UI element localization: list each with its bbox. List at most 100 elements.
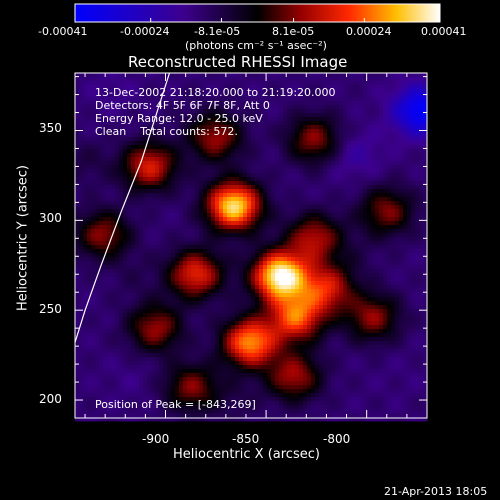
heatmap-cell <box>227 141 232 146</box>
heatmap-cell <box>407 149 412 154</box>
heatmap-cell <box>95 249 100 254</box>
heatmap-cell <box>239 241 244 246</box>
heatmap-cell <box>111 225 116 230</box>
heatmap-cell <box>243 117 248 122</box>
heatmap-cell <box>119 253 124 258</box>
heatmap-cell <box>379 85 384 90</box>
heatmap-cell <box>207 145 212 150</box>
heatmap-cell <box>215 233 220 238</box>
heatmap-cell <box>419 149 424 154</box>
heatmap-cell <box>283 289 288 294</box>
heatmap-cell <box>315 245 320 250</box>
heatmap-cell <box>399 241 404 246</box>
heatmap-cell <box>263 253 268 258</box>
heatmap-cell <box>315 273 320 278</box>
heatmap-cell <box>299 93 304 98</box>
heatmap-cell <box>223 101 228 106</box>
heatmap-cell <box>99 81 104 86</box>
heatmap-cell <box>423 157 428 162</box>
heatmap-cell <box>415 249 420 254</box>
heatmap-cell <box>283 113 288 118</box>
heatmap-cell <box>383 149 388 154</box>
heatmap-cell <box>415 85 420 90</box>
heatmap-cell <box>299 73 304 78</box>
heatmap-cell <box>295 265 300 270</box>
heatmap-cell <box>399 213 404 218</box>
heatmap-cell <box>275 285 280 290</box>
heatmap-cell <box>195 109 200 114</box>
heatmap-cell <box>415 293 420 298</box>
heatmap-cell <box>383 249 388 254</box>
heatmap-cell <box>299 137 304 142</box>
heatmap-cell <box>143 133 148 138</box>
heatmap-cell <box>183 89 188 94</box>
heatmap-cell <box>279 189 284 194</box>
heatmap-cell <box>151 261 156 266</box>
heatmap-cell <box>203 125 208 130</box>
heatmap-cell <box>223 125 228 130</box>
heatmap-cell <box>367 81 372 86</box>
heatmap-cell <box>403 273 408 278</box>
heatmap-cell <box>243 129 248 134</box>
heatmap-cell <box>295 233 300 238</box>
heatmap-cell <box>299 85 304 90</box>
heatmap-cell <box>95 205 100 210</box>
heatmap-cell <box>111 217 116 222</box>
heatmap-cell <box>203 121 208 126</box>
heatmap-cell <box>187 121 192 126</box>
heatmap-cell <box>207 153 212 158</box>
heatmap-cell <box>291 229 296 234</box>
heatmap-cell <box>423 289 428 294</box>
heatmap-cell <box>203 289 208 294</box>
heatmap-cell <box>371 177 376 182</box>
heatmap-cell <box>211 125 216 130</box>
heatmap-cell <box>91 249 96 254</box>
heatmap-cell <box>207 277 212 282</box>
heatmap-cell <box>135 129 140 134</box>
heatmap-cell <box>103 289 108 294</box>
heatmap-cell <box>231 105 236 110</box>
heatmap-cell <box>335 205 340 210</box>
heatmap-cell <box>411 261 416 266</box>
heatmap-cell <box>115 133 120 138</box>
heatmap-cell <box>371 93 376 98</box>
heatmap-cell <box>411 137 416 142</box>
heatmap-cell <box>395 209 400 214</box>
heatmap-cell <box>247 81 252 86</box>
heatmap-cell <box>251 133 256 138</box>
heatmap-cell <box>359 277 364 282</box>
heatmap-cell <box>123 81 128 86</box>
heatmap-cell <box>227 109 232 114</box>
heatmap-cell <box>327 81 332 86</box>
heatmap-cell <box>75 201 80 206</box>
heatmap-cell <box>147 197 152 202</box>
heatmap-cell <box>335 265 340 270</box>
heatmap-cell <box>399 173 404 178</box>
heatmap-cell <box>335 293 340 298</box>
heatmap-cell <box>87 181 92 186</box>
heatmap-cell <box>75 141 80 146</box>
heatmap-cell <box>123 281 128 286</box>
heatmap-cell <box>227 217 232 222</box>
heatmap-cell <box>75 169 80 174</box>
heatmap-cell <box>215 273 220 278</box>
heatmap-cell <box>123 193 128 198</box>
heatmap-cell <box>255 97 260 102</box>
heatmap-cell <box>219 173 224 178</box>
heatmap-cell <box>167 261 172 266</box>
heatmap-cell <box>383 85 388 90</box>
heatmap-cell <box>359 213 364 218</box>
heatmap-cell <box>211 197 216 202</box>
heatmap-cell <box>263 181 268 186</box>
heatmap-cell <box>383 185 388 190</box>
heatmap-cell <box>287 209 292 214</box>
heatmap-cell <box>371 133 376 138</box>
heatmap-cell <box>331 113 336 118</box>
heatmap-cell <box>187 77 192 82</box>
heatmap-cell <box>111 189 116 194</box>
heatmap-cell <box>111 281 116 286</box>
heatmap-cell <box>135 117 140 122</box>
heatmap-cell <box>75 257 80 262</box>
heatmap-cell <box>187 209 192 214</box>
heatmap-cell <box>407 241 412 246</box>
